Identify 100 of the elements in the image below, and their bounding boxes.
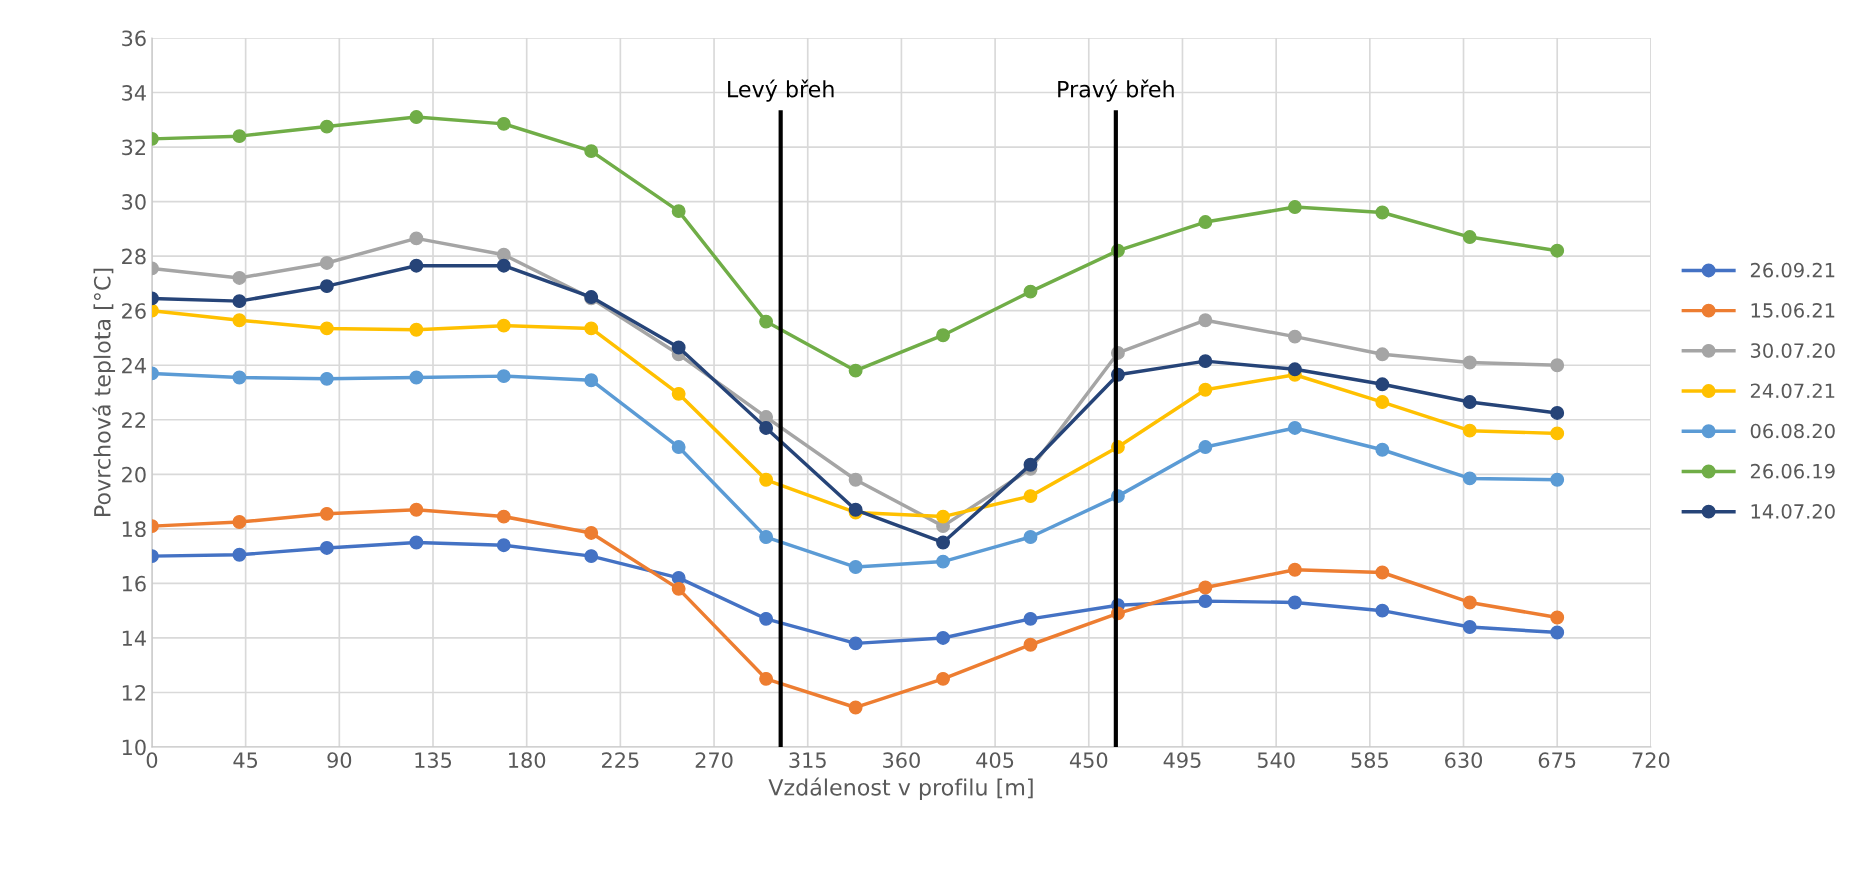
point xyxy=(1287,562,1302,577)
point xyxy=(936,535,950,550)
point xyxy=(496,258,511,273)
x-tick-label: 0 xyxy=(146,752,158,769)
point xyxy=(1198,215,1213,229)
point xyxy=(584,525,599,540)
x-tick-label: 450 xyxy=(1069,752,1108,769)
point xyxy=(1023,489,1038,504)
point xyxy=(848,636,863,651)
x-tick-label: 180 xyxy=(509,752,546,769)
point xyxy=(759,611,774,626)
x-tick-label: 270 xyxy=(695,752,733,769)
point xyxy=(936,671,950,686)
x-tick-label: 495 xyxy=(1163,752,1201,769)
y-tick-label: 14 xyxy=(122,630,146,646)
point xyxy=(232,294,247,309)
point xyxy=(1287,362,1302,377)
point xyxy=(759,314,774,329)
y-tick-label: 26 xyxy=(122,303,146,319)
ref-line-label: Levý břeh xyxy=(728,79,834,102)
point xyxy=(409,231,424,246)
point xyxy=(671,204,686,219)
point xyxy=(319,279,334,294)
point xyxy=(936,554,950,569)
legend-label: 15.06.21 xyxy=(1751,303,1835,318)
point xyxy=(584,144,599,159)
point xyxy=(759,421,774,435)
x-tick-label: 585 xyxy=(1351,752,1388,769)
y-tick-label: 20 xyxy=(122,466,146,483)
y-tick-label: 28 xyxy=(122,248,146,265)
point xyxy=(319,119,334,134)
x-tick-label: 675 xyxy=(1538,752,1576,769)
point xyxy=(848,560,863,574)
point xyxy=(671,581,686,596)
point xyxy=(1550,625,1565,640)
point xyxy=(848,363,863,378)
x-tick-label: 405 xyxy=(976,752,1014,769)
point xyxy=(319,256,334,270)
point xyxy=(1198,580,1213,595)
y-axis-title: Povrchová teplota [°C] xyxy=(92,268,116,516)
point xyxy=(232,129,247,144)
point xyxy=(409,110,424,125)
point xyxy=(1023,284,1038,299)
point xyxy=(1375,565,1390,580)
point xyxy=(1550,426,1565,441)
y-tick-label: 32 xyxy=(122,139,146,156)
point xyxy=(496,509,511,524)
point xyxy=(1550,243,1565,258)
legend-label: 24.07.21 xyxy=(1750,383,1835,399)
legend-label: 14.07.20 xyxy=(1751,504,1835,519)
point xyxy=(496,318,511,333)
point xyxy=(1198,440,1213,454)
point xyxy=(319,540,334,555)
x-tick-label: 225 xyxy=(602,752,639,769)
point xyxy=(496,369,511,384)
point xyxy=(409,502,424,517)
point xyxy=(1198,354,1213,369)
point xyxy=(409,322,424,337)
point xyxy=(848,700,863,715)
point xyxy=(584,549,599,564)
point xyxy=(409,370,424,385)
x-tick-label: 720 xyxy=(1632,752,1670,769)
point xyxy=(319,371,334,386)
point xyxy=(1462,395,1477,409)
y-tick-label: 22 xyxy=(122,412,146,428)
point xyxy=(1375,442,1390,457)
y-tick-label: 12 xyxy=(122,684,146,701)
point xyxy=(1375,603,1390,618)
y-tick-label: 24 xyxy=(122,357,146,374)
point xyxy=(1375,395,1390,409)
x-tick-label: 315 xyxy=(789,752,826,769)
point xyxy=(759,530,774,544)
point xyxy=(1550,406,1565,420)
legend-label: 26.06.19 xyxy=(1750,463,1835,479)
point xyxy=(232,547,247,562)
x-tick-label: 90 xyxy=(327,752,352,769)
y-tick-label: 30 xyxy=(122,194,146,210)
point xyxy=(848,472,863,487)
point xyxy=(1550,610,1565,625)
point xyxy=(1462,471,1477,486)
point xyxy=(319,506,334,521)
point xyxy=(232,271,247,285)
point xyxy=(1375,377,1390,392)
y-tick-label: 36 xyxy=(122,30,146,47)
point xyxy=(759,472,774,487)
point xyxy=(1198,594,1213,609)
point xyxy=(232,313,247,328)
point xyxy=(1287,329,1302,344)
point xyxy=(1375,347,1390,362)
point xyxy=(1287,200,1302,214)
point xyxy=(1375,205,1390,220)
point xyxy=(409,258,424,273)
point xyxy=(1462,230,1477,244)
point xyxy=(1198,313,1213,328)
point xyxy=(1198,382,1213,397)
point xyxy=(1462,595,1477,610)
point xyxy=(936,509,950,524)
point xyxy=(759,671,774,686)
point xyxy=(1462,620,1477,634)
point xyxy=(1023,457,1038,472)
